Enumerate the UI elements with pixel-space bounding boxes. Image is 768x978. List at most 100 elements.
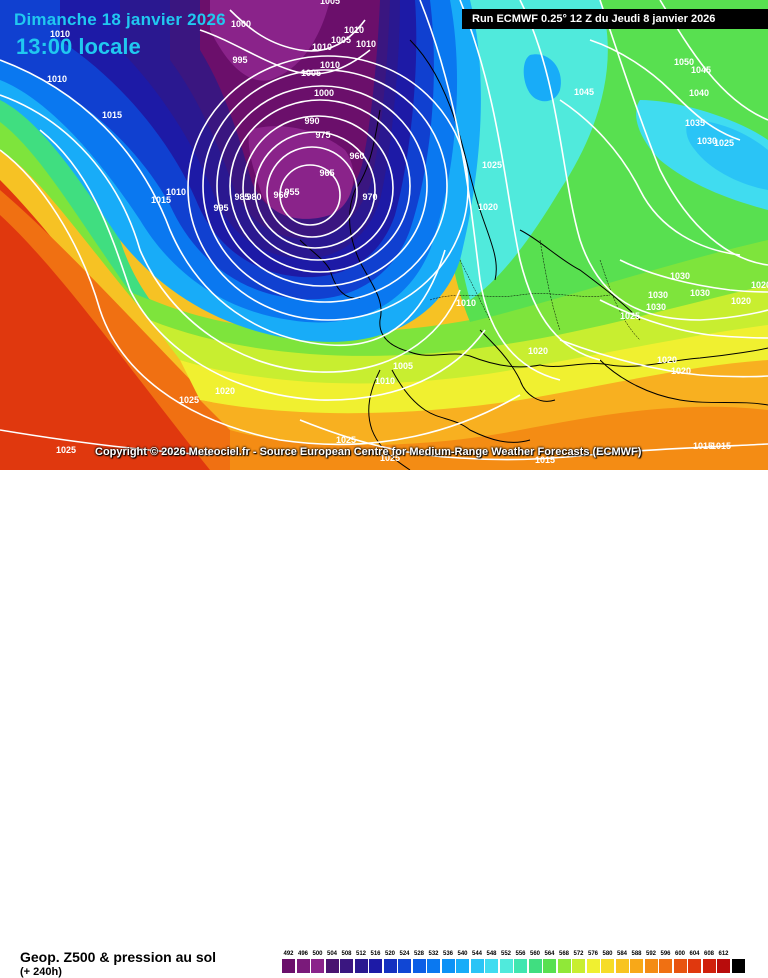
isobar-label: 1015: [151, 195, 171, 205]
isobar-label: 960: [273, 190, 288, 200]
scale-swatch: [572, 959, 585, 973]
isobar-label: 1030: [670, 271, 690, 281]
scale-label: 588: [631, 951, 642, 957]
scale-label: 608: [703, 951, 714, 957]
scale-label: 604: [689, 951, 700, 957]
color-scale: 492 496 500 504 508 512 516 520 524 528 532 536 540 5…: [282, 949, 750, 975]
isobar-label: 1030: [648, 290, 668, 300]
isobar-label: 965: [319, 168, 334, 178]
scale-label: 520: [384, 951, 395, 957]
isobar-label: 970: [362, 192, 377, 202]
isobar-label: 1035: [685, 118, 705, 128]
z500-band-cyan-ne-inner: [686, 120, 768, 190]
scale-label: 548: [486, 951, 497, 957]
isobar-label: 1005: [320, 0, 340, 6]
isobar-label: 980: [246, 192, 261, 202]
scale-label: 556: [515, 951, 526, 957]
scale-swatch: [296, 959, 310, 973]
z500-band-teal: [0, 90, 150, 300]
scale-swatch: [383, 959, 397, 973]
scale-label: 508: [341, 951, 352, 957]
scale-swatch: [557, 959, 571, 973]
scale-swatch: [282, 959, 295, 973]
scale-swatch: [311, 959, 324, 973]
isobar-label: 955: [284, 187, 299, 197]
isobar-label: 1010: [50, 29, 70, 39]
scale-label: 572: [573, 951, 584, 957]
scale-swatch: [615, 959, 629, 973]
forecast-map: 1000 1010 1010 995 1005 1010 1010 1010 1005 1010 1…: [0, 0, 768, 470]
scale-label: 512: [355, 951, 366, 957]
scale-swatch: [441, 959, 455, 973]
isobar-label: 1000: [231, 19, 251, 29]
z500-band-yellow-light: [180, 320, 768, 414]
scale-swatch: [688, 959, 701, 973]
scale-swatch: [673, 959, 687, 973]
isobar-label: 1025: [380, 453, 400, 463]
scale-swatch: [528, 959, 542, 973]
isobar-label: 1025: [336, 435, 356, 445]
scale-swatch: [412, 959, 426, 973]
isobar-label: 1005: [301, 68, 321, 78]
isobar-label: 1020: [528, 346, 548, 356]
isobar-label: 1010: [356, 39, 376, 49]
scale-swatch: [702, 959, 716, 973]
isobar-label: 1010: [456, 298, 476, 308]
scale-swatch: [659, 959, 672, 973]
scale-label: 564: [544, 951, 555, 957]
scale-swatch: [354, 959, 368, 973]
isobar-label: 1015: [102, 110, 122, 120]
isobar-label: 1020: [657, 355, 677, 365]
z500-band-orange: [0, 190, 260, 470]
isobar-label: 1045: [574, 87, 594, 97]
scale-swatch: [485, 959, 498, 973]
isobar-label: 1025: [620, 311, 640, 321]
scale-swatch: [398, 959, 411, 973]
isobar-label: 990: [304, 116, 319, 126]
scale-label: 536: [442, 951, 453, 957]
scale-swatch: [601, 959, 614, 973]
scale-label: 532: [428, 951, 439, 957]
isobar-label: 1005: [331, 35, 351, 45]
isobar-label: 1010: [312, 42, 332, 52]
isobars: [0, 0, 768, 461]
scale-label: 552: [500, 951, 511, 957]
isobar-label: 975: [315, 130, 330, 140]
scale-swatch: [630, 959, 643, 973]
isobar-label: 1020: [478, 202, 498, 212]
isobar-label: 1015: [693, 441, 713, 451]
isobar-label: 1050: [674, 57, 694, 67]
scale-swatch: [470, 959, 484, 973]
isobar-label: 1045: [691, 65, 711, 75]
scale-label: 504: [326, 951, 337, 957]
legend-title: Geop. Z500 & pression au sol: [20, 949, 217, 965]
isobar-label: 1030: [690, 288, 710, 298]
isobar-label: 1025: [56, 445, 76, 455]
isobar-label: 1010: [166, 187, 186, 197]
isobar-label: 1040: [689, 88, 709, 98]
isobar-label: 1025: [482, 160, 502, 170]
forecast-hour: 13:00 locale: [16, 34, 141, 59]
scale-swatch: [717, 959, 730, 973]
legend-footer: Geop. Z500 & pression au sol (+ 240h) 49…: [0, 470, 768, 978]
scale-label: 500: [312, 951, 323, 957]
isobar-label: 995: [213, 203, 228, 213]
z500-band-green: [0, 120, 768, 356]
scale-label: 540: [457, 951, 468, 957]
scale-label: 612: [718, 951, 729, 957]
scale-swatch: [499, 959, 513, 973]
scale-swatch: [325, 959, 339, 973]
isobar-label: 995: [232, 55, 247, 65]
isobar-label: 1030: [697, 136, 717, 146]
scale-label: 496: [297, 951, 308, 957]
isobar-label: 1010: [320, 60, 340, 70]
isobar-label: 1015: [535, 455, 555, 465]
scale-label: 492: [283, 951, 294, 957]
copyright-notice: Copyright © 2026 Meteociel.fr - Source E…: [95, 446, 642, 458]
scale-label: 568: [558, 951, 569, 957]
isobar-label: 1020: [671, 366, 691, 376]
scale-label: 580: [602, 951, 613, 957]
isobar-label: 1025: [179, 395, 199, 405]
coastlines: [299, 39, 768, 470]
scale-label: 596: [660, 951, 671, 957]
